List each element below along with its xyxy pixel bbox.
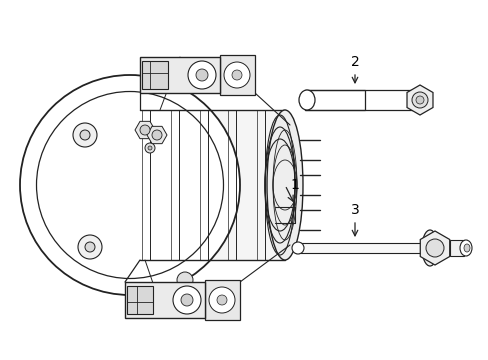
Bar — [449, 240, 463, 256]
Bar — [296, 243, 429, 253]
Ellipse shape — [217, 295, 226, 305]
Text: 1: 1 — [289, 178, 298, 192]
Ellipse shape — [459, 240, 471, 256]
Ellipse shape — [421, 230, 437, 266]
Ellipse shape — [20, 75, 240, 295]
Polygon shape — [147, 126, 167, 144]
Ellipse shape — [80, 130, 90, 140]
Bar — [140, 110, 285, 260]
Bar — [204, 280, 240, 320]
Ellipse shape — [415, 96, 423, 104]
Polygon shape — [406, 85, 432, 115]
Ellipse shape — [140, 125, 150, 135]
Polygon shape — [135, 121, 155, 139]
Text: 3: 3 — [350, 203, 359, 217]
Ellipse shape — [85, 242, 95, 252]
Ellipse shape — [231, 70, 242, 80]
Ellipse shape — [224, 62, 249, 88]
Bar — [127, 286, 153, 314]
Bar — [140, 57, 220, 93]
Bar — [125, 282, 204, 318]
Bar — [305, 90, 364, 110]
Ellipse shape — [291, 242, 304, 254]
Ellipse shape — [173, 286, 201, 314]
Ellipse shape — [266, 110, 303, 260]
Ellipse shape — [152, 130, 162, 140]
Ellipse shape — [196, 69, 207, 81]
Bar — [220, 55, 254, 95]
Ellipse shape — [145, 143, 155, 153]
Ellipse shape — [181, 294, 193, 306]
Text: 2: 2 — [350, 55, 359, 69]
Polygon shape — [419, 231, 449, 265]
Ellipse shape — [148, 146, 152, 150]
Ellipse shape — [177, 272, 193, 288]
Bar — [142, 61, 168, 89]
Ellipse shape — [208, 287, 235, 313]
Ellipse shape — [411, 92, 427, 108]
Ellipse shape — [425, 239, 443, 257]
Ellipse shape — [73, 123, 97, 147]
Ellipse shape — [187, 61, 216, 89]
Ellipse shape — [78, 235, 102, 259]
Ellipse shape — [463, 244, 469, 252]
Ellipse shape — [298, 90, 314, 110]
